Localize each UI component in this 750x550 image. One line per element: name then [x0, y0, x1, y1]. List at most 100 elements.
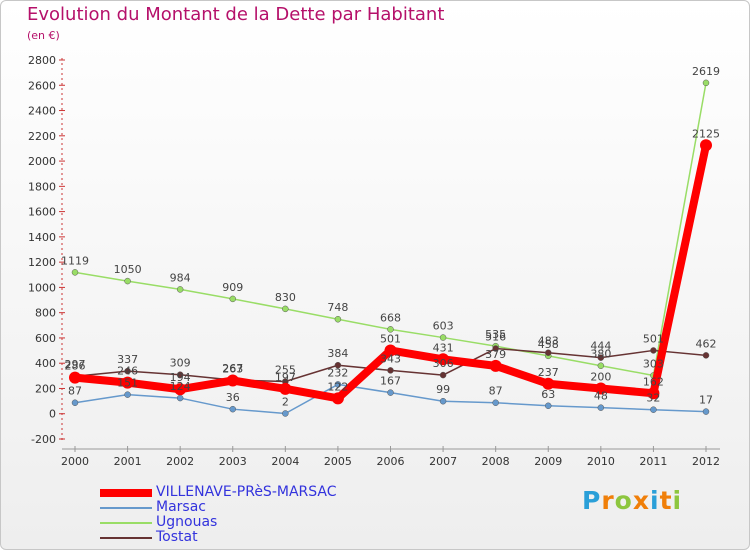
- x-tick-label: 2004: [271, 455, 299, 468]
- data-point: [439, 334, 447, 341]
- data-label: 297: [65, 358, 86, 371]
- data-point: [387, 326, 394, 333]
- data-point: [176, 371, 184, 378]
- data-label: 306: [433, 357, 454, 370]
- data-point: [226, 374, 239, 387]
- x-tick-label: 2006: [377, 455, 405, 468]
- data-label: 343: [380, 352, 401, 365]
- data-point: [176, 394, 184, 402]
- y-tick-label: 1200: [28, 256, 56, 269]
- data-point: [545, 349, 552, 356]
- data-label: 124: [170, 380, 191, 393]
- y-tick-label: 1000: [28, 281, 56, 294]
- data-point: [387, 367, 394, 374]
- y-tick-label: 600: [35, 332, 56, 345]
- legend-swatch-villenave: [100, 489, 152, 497]
- logo-letter: t: [659, 486, 673, 515]
- data-label: 2125: [692, 127, 720, 140]
- logo-letter: r: [601, 486, 615, 515]
- data-label: 483: [538, 335, 559, 348]
- data-point: [121, 376, 134, 389]
- data-label: 1050: [114, 263, 142, 276]
- legend-label-tostat: Tostat: [156, 529, 198, 545]
- data-point: [282, 305, 289, 313]
- data-point: [439, 397, 447, 405]
- x-tick-label: 2010: [587, 455, 615, 468]
- data-label: 286: [65, 360, 86, 373]
- y-tick-label: 2000: [28, 155, 56, 168]
- legend-label-villenave: VILLENAVE-PRèS-MARSAC: [156, 484, 337, 500]
- data-point: [229, 405, 236, 413]
- x-tick-label: 2007: [429, 455, 457, 468]
- data-label: 255: [275, 364, 296, 377]
- data-label: 267: [222, 362, 243, 375]
- legend-swatch-marsac: [100, 507, 152, 509]
- data-label: 462: [696, 337, 717, 350]
- x-tick-label: 2008: [482, 455, 510, 468]
- legend-item-marsac: Marsac: [100, 499, 430, 516]
- data-label: 162: [643, 375, 664, 388]
- data-point: [489, 359, 502, 372]
- data-label: 87: [68, 385, 82, 398]
- data-label: 444: [590, 340, 611, 353]
- data-label: 516: [485, 331, 506, 344]
- x-tick-label: 2001: [114, 455, 142, 468]
- y-tick-label: 2400: [28, 105, 56, 118]
- data-label: 384: [327, 347, 348, 360]
- logo-letter: i: [672, 486, 683, 515]
- data-point: [124, 367, 131, 375]
- x-tick-label: 2000: [61, 455, 89, 468]
- data-label: 237: [538, 366, 559, 379]
- data-label: 668: [380, 311, 401, 324]
- y-tick-label: 400: [35, 357, 56, 370]
- data-point: [174, 383, 187, 396]
- data-point: [545, 402, 552, 410]
- y-tick-label: 1800: [28, 180, 56, 193]
- y-tick-label: 2600: [28, 79, 56, 92]
- x-tick-label: 2002: [166, 455, 194, 468]
- data-label: 99: [436, 383, 450, 396]
- logo-letter: x: [632, 486, 650, 515]
- data-label: 194: [170, 371, 191, 384]
- data-label: 830: [275, 291, 296, 304]
- x-tick-label: 2009: [534, 455, 562, 468]
- data-point: [334, 361, 342, 369]
- data-point: [702, 352, 710, 359]
- data-point: [650, 406, 657, 413]
- data-label: 1119: [61, 254, 89, 267]
- legend-swatch-tostat: [100, 537, 152, 539]
- data-label: 197: [275, 371, 296, 384]
- data-label: 303: [643, 357, 664, 370]
- chart-subtitle: (en €): [27, 29, 60, 42]
- data-label: 200: [590, 370, 611, 383]
- data-label: 36: [226, 391, 240, 404]
- x-tick-label: 2005: [324, 455, 352, 468]
- logo-letter: o: [614, 486, 633, 515]
- data-point: [492, 345, 499, 352]
- data-point: [176, 286, 184, 293]
- data-label: 2: [282, 395, 289, 408]
- data-label: 337: [117, 353, 138, 366]
- data-label: 32: [646, 392, 660, 405]
- data-point: [702, 408, 710, 415]
- data-label: 535: [485, 328, 506, 341]
- data-point: [597, 354, 605, 361]
- legend-item-ugnouas: Ugnouas: [100, 515, 430, 531]
- data-label: 309: [170, 357, 191, 370]
- data-label: 48: [594, 390, 608, 403]
- data-label: 232: [327, 366, 348, 379]
- chart-title: Evolution du Montant de la Dette par Hab…: [27, 4, 445, 25]
- data-point: [334, 315, 342, 323]
- data-label: 458: [538, 338, 559, 351]
- data-label: 151: [117, 377, 138, 390]
- data-label: 263: [222, 363, 243, 376]
- data-point: [71, 399, 79, 406]
- data-point: [700, 139, 712, 152]
- data-point: [597, 404, 605, 411]
- legend-label-marsac: Marsac: [156, 499, 206, 515]
- data-point: [542, 377, 555, 390]
- y-tick-label: 1600: [28, 206, 56, 219]
- data-point: [384, 344, 397, 357]
- data-point: [334, 381, 342, 388]
- logo-letter: P: [582, 486, 602, 515]
